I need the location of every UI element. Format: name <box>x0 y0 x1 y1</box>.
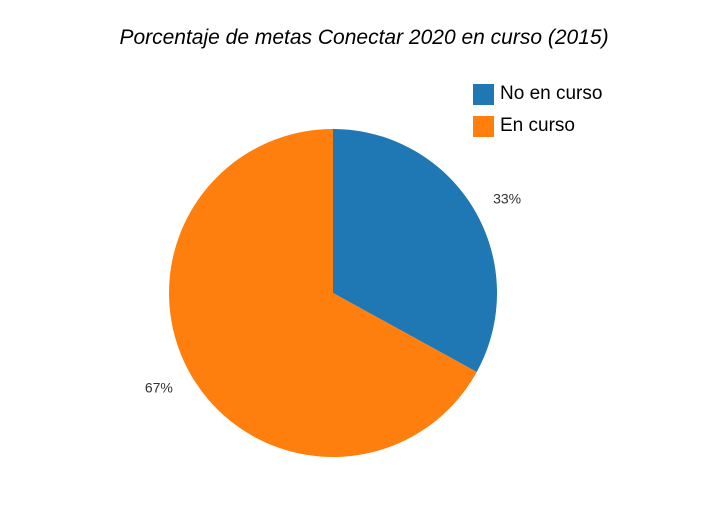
legend-swatch-no-en-curso <box>473 83 494 105</box>
legend-swatch-en-curso <box>473 115 494 137</box>
data-label-en-curso: 67% <box>145 380 173 396</box>
legend-label-no-en-curso: No en curso <box>500 83 603 104</box>
legend-item-no-en-curso: No en curso <box>473 83 602 105</box>
legend: No en curso En curso <box>473 83 602 147</box>
legend-label-en-curso: En curso <box>500 115 575 136</box>
legend-item-en-curso: En curso <box>473 115 602 137</box>
data-label-no-en-curso: 33% <box>493 190 521 206</box>
pie-slice-no-en-curso <box>333 129 497 373</box>
pie-slice-en-curso <box>168 129 477 457</box>
chart-title: Porcentaje de metas Conectar 2020 en cur… <box>119 26 609 49</box>
